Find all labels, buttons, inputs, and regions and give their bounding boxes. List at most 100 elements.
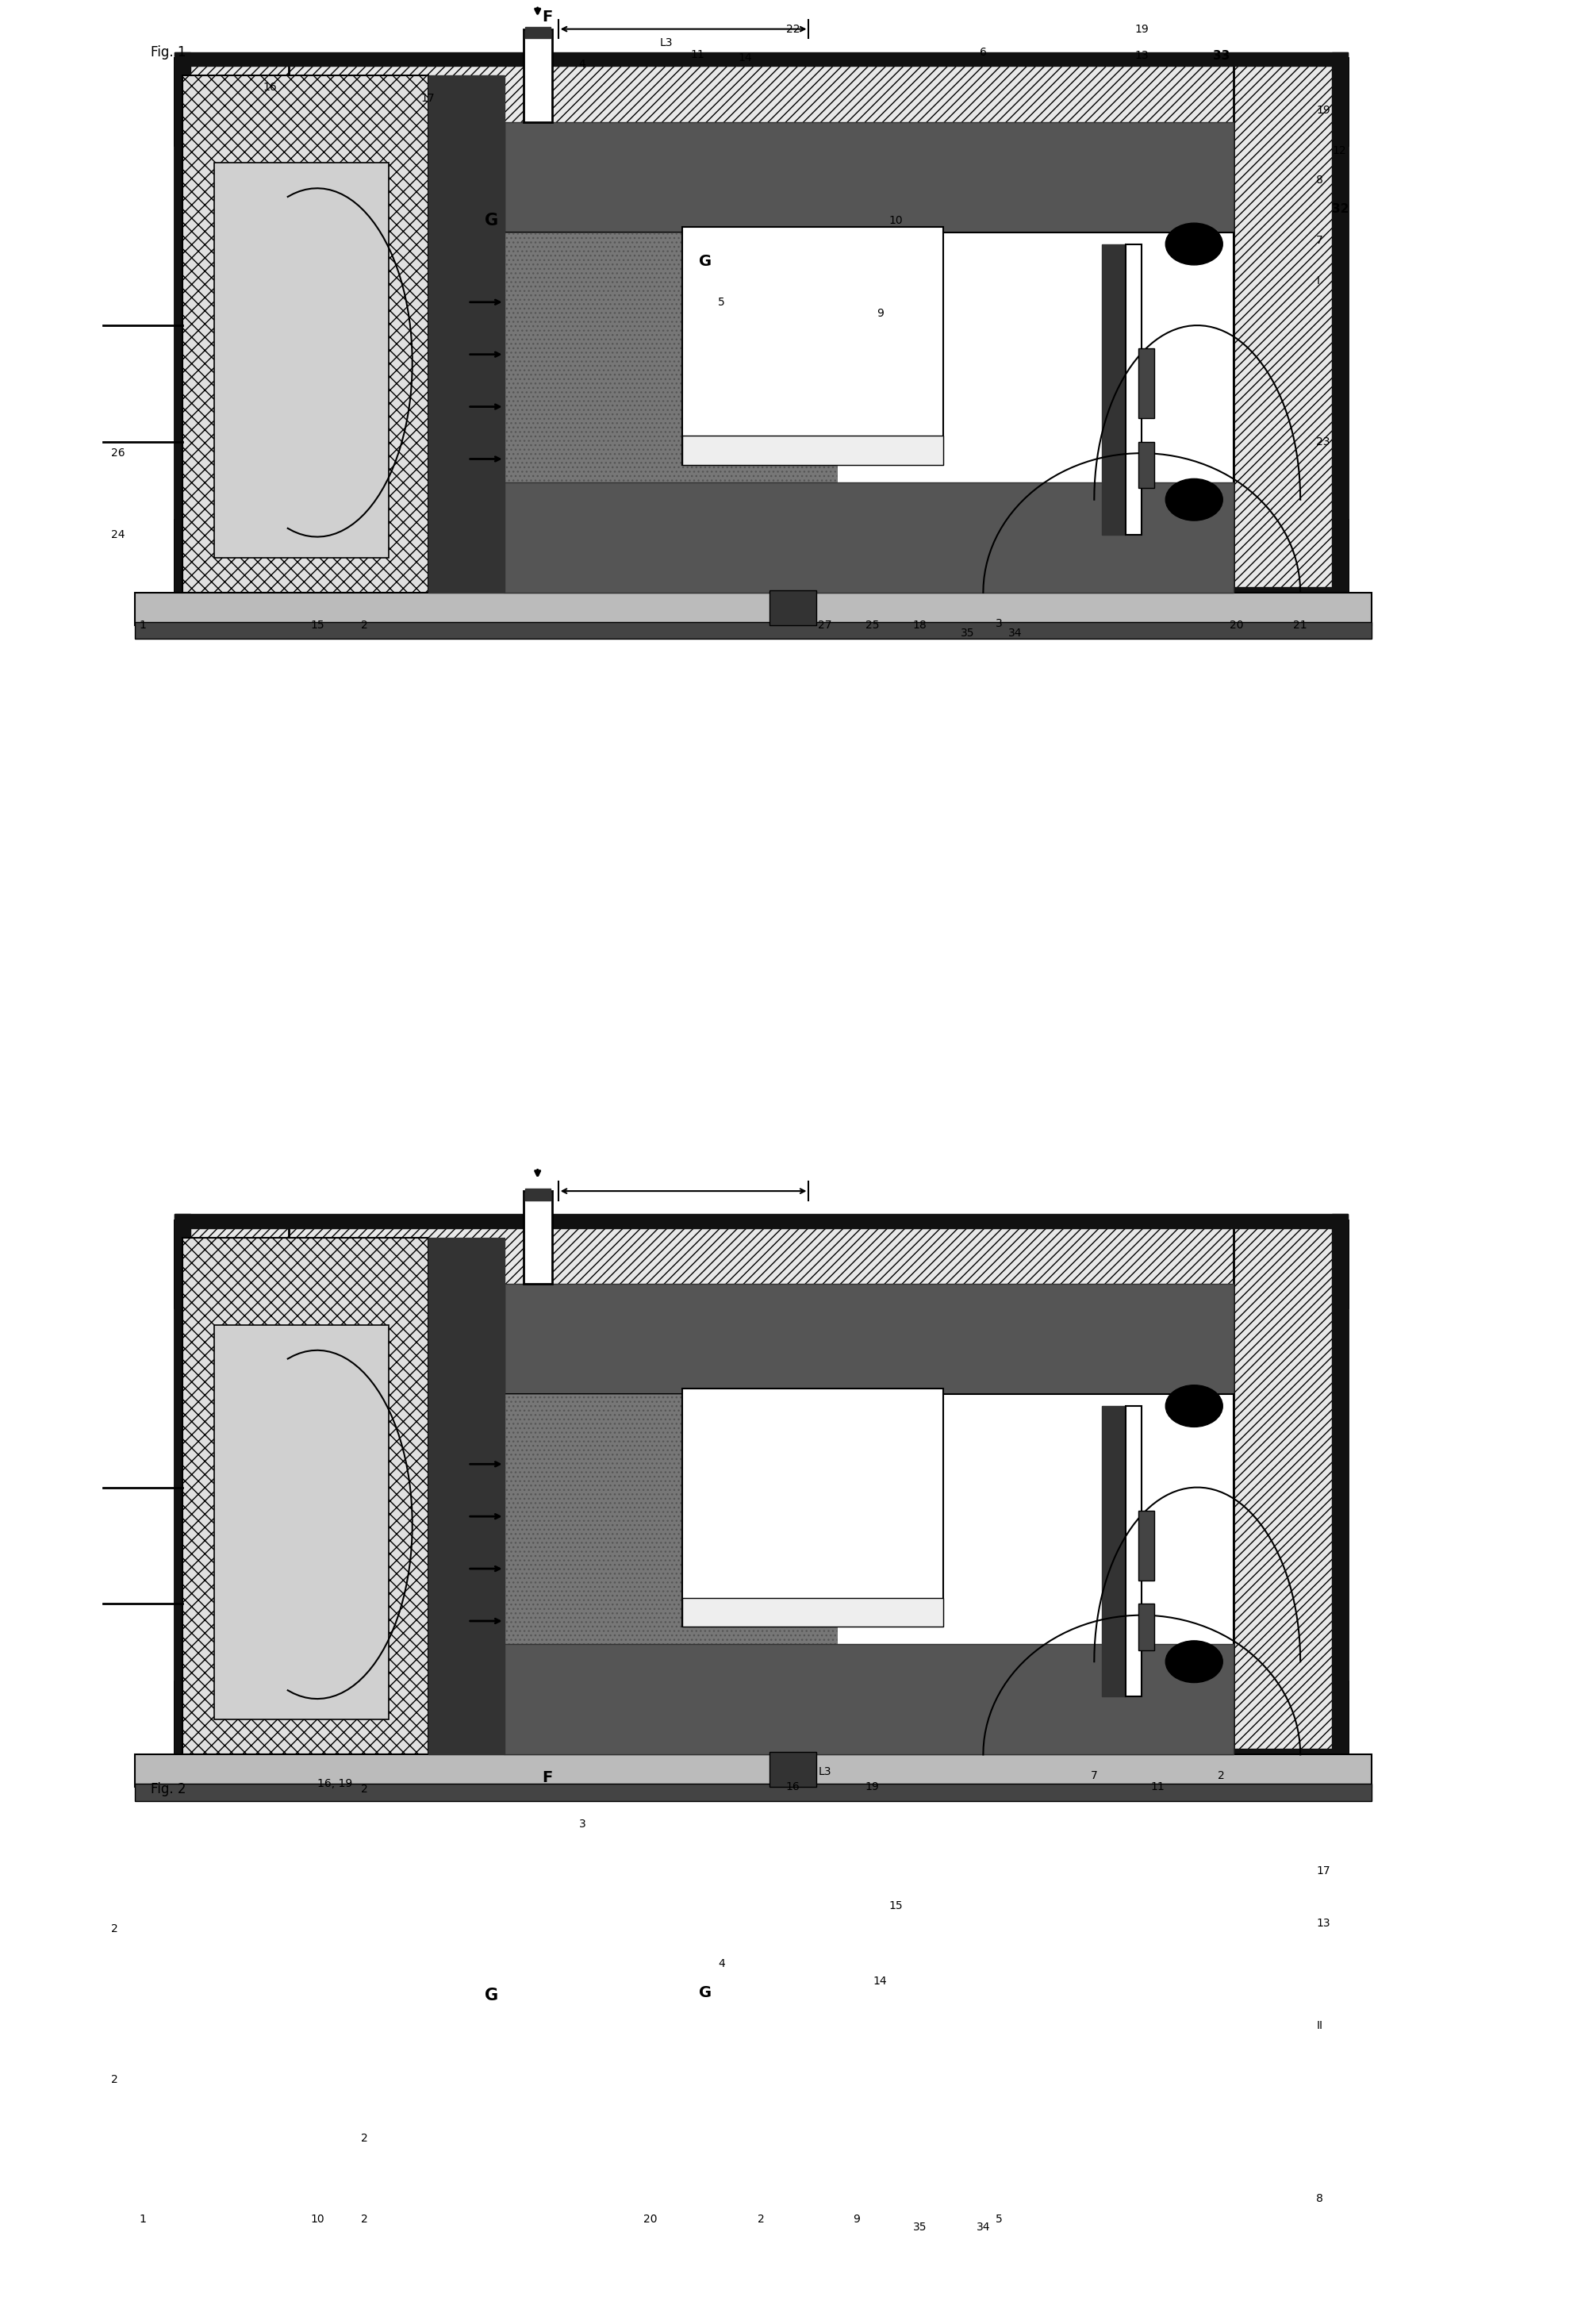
Text: Fig. 2: Fig. 2 [151, 1783, 185, 1796]
Text: 1: 1 [139, 2215, 146, 2224]
Bar [1102, 244, 1125, 535]
Text: 2: 2 [361, 1785, 368, 1794]
Text: 2: 2 [361, 621, 368, 630]
Bar [525, 1190, 550, 1199]
Bar [504, 1394, 1233, 1755]
Bar [1331, 51, 1347, 597]
Text: 16: 16 [263, 81, 276, 93]
Text: 7: 7 [1316, 235, 1322, 246]
Text: 25: 25 [865, 621, 878, 630]
Text: 7: 7 [1090, 1771, 1097, 1780]
Text: 35: 35 [913, 2222, 926, 2233]
Circle shape [1165, 479, 1222, 521]
Text: 18: 18 [913, 621, 926, 630]
Bar [174, 58, 288, 595]
Bar [174, 586, 1347, 597]
Bar [504, 1645, 1233, 1755]
Bar [682, 1599, 943, 1627]
Bar [1138, 442, 1154, 488]
Bar [174, 1748, 1347, 1762]
Bar [428, 1236, 504, 1755]
Bar [1125, 244, 1141, 535]
Bar [214, 163, 388, 558]
Text: 24: 24 [111, 530, 125, 539]
Bar [504, 232, 837, 481]
Text: II: II [1316, 2020, 1322, 2031]
Circle shape [1165, 1385, 1222, 1427]
Text: 5: 5 [995, 2215, 1002, 2224]
Bar [428, 74, 504, 593]
Bar [182, 74, 428, 593]
Text: 2: 2 [111, 1924, 117, 1934]
Bar [523, 30, 552, 121]
Text: 26: 26 [111, 449, 125, 458]
Bar [682, 437, 943, 465]
Text: 3: 3 [579, 1820, 585, 1829]
Text: 6: 6 [980, 46, 986, 58]
Bar [174, 1213, 190, 1762]
Text: 8: 8 [1316, 2194, 1322, 2203]
Text: 2: 2 [758, 2215, 764, 2224]
Text: 19: 19 [1316, 105, 1330, 116]
Text: G: G [485, 214, 498, 228]
Circle shape [1165, 223, 1222, 265]
Bar [1233, 58, 1347, 595]
Bar [682, 1390, 943, 1627]
Text: 17: 17 [1316, 1866, 1330, 1875]
Text: 2: 2 [111, 2075, 117, 2085]
Bar [135, 621, 1371, 639]
Text: 11: 11 [1151, 1783, 1163, 1792]
Text: 4: 4 [579, 58, 585, 70]
Bar [504, 1394, 837, 1645]
Text: 32: 32 [1331, 202, 1349, 216]
Bar [682, 228, 943, 465]
Bar [1125, 1406, 1141, 1697]
Text: 1: 1 [139, 621, 146, 630]
Text: 20: 20 [1230, 621, 1243, 630]
Bar [182, 1236, 428, 1755]
Bar [1138, 349, 1154, 418]
Bar [135, 1755, 1371, 1787]
Text: 10: 10 [889, 216, 902, 225]
Bar [1138, 1604, 1154, 1650]
Bar [135, 593, 1371, 625]
Text: 9: 9 [853, 2215, 859, 2224]
Bar [174, 518, 1347, 595]
Text: G: G [485, 1987, 498, 2003]
Bar [523, 1192, 552, 1283]
Bar [1331, 1213, 1347, 1762]
Text: L3: L3 [818, 1766, 831, 1778]
Bar [174, 51, 1347, 65]
Text: 22: 22 [786, 23, 799, 35]
Text: 13: 13 [1316, 1917, 1330, 1929]
Text: F: F [542, 9, 552, 26]
Text: 14: 14 [739, 53, 751, 63]
Text: 12: 12 [1331, 146, 1346, 156]
Text: 13: 13 [1135, 51, 1148, 60]
Bar [1233, 1220, 1347, 1757]
Text: 2: 2 [361, 2215, 368, 2224]
Text: 19: 19 [1135, 23, 1148, 35]
Text: 10: 10 [311, 2215, 323, 2224]
Text: 17: 17 [422, 93, 434, 105]
Bar [174, 1683, 1347, 1757]
Text: 35: 35 [961, 627, 973, 639]
Text: F: F [542, 1771, 552, 1785]
Text: 15: 15 [311, 621, 323, 630]
Text: 8: 8 [1316, 174, 1322, 186]
Bar [769, 590, 816, 625]
Text: 16: 16 [786, 1783, 799, 1792]
Text: 5: 5 [718, 297, 724, 307]
Text: I: I [1316, 277, 1319, 286]
Bar [174, 51, 190, 597]
Bar [504, 121, 1233, 232]
Text: 2: 2 [1217, 1771, 1224, 1780]
Text: 11: 11 [691, 49, 704, 60]
Bar [174, 1220, 288, 1757]
Bar [769, 1752, 816, 1787]
Text: 14: 14 [873, 1975, 886, 1987]
Circle shape [1165, 1641, 1222, 1683]
Text: 23: 23 [1316, 437, 1330, 446]
Text: 21: 21 [1293, 621, 1306, 630]
Text: G: G [699, 253, 712, 270]
